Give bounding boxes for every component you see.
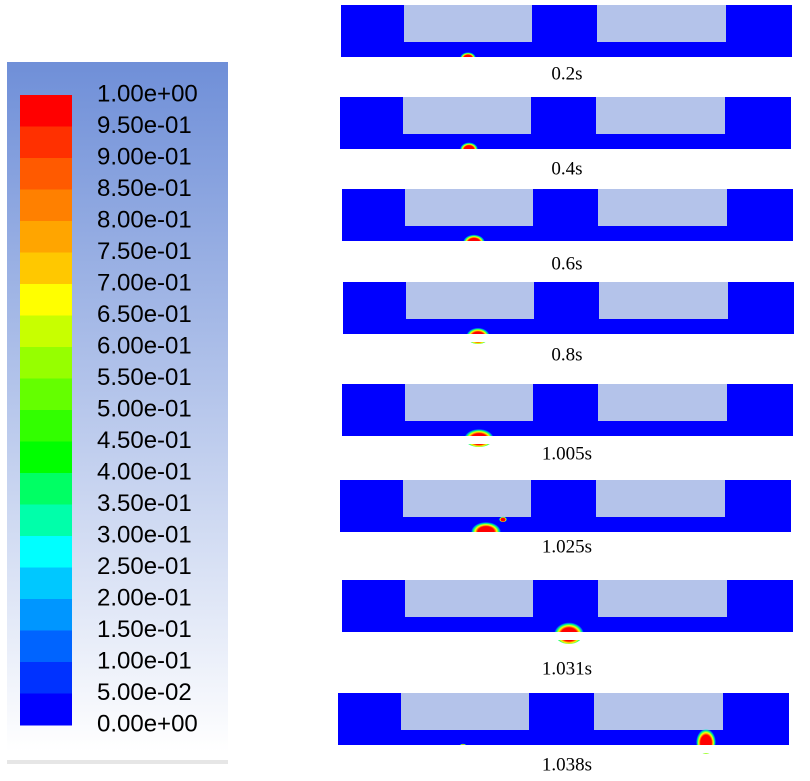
- colorbar-label: 2.00e-01: [97, 584, 192, 611]
- color-swatch: [20, 347, 72, 379]
- frame-caption: 1.031s: [542, 658, 592, 679]
- color-swatch: [20, 252, 72, 285]
- color-swatch: [20, 504, 72, 537]
- colorbar-label: 1.50e-01: [97, 616, 192, 643]
- colorbar-label: 5.50e-01: [97, 364, 192, 391]
- colorbar-label: 5.00e-01: [97, 395, 192, 422]
- frame-caption: 0.2s: [551, 63, 582, 84]
- frame-caption: 1.025s: [542, 536, 592, 557]
- color-swatch: [20, 284, 72, 316]
- solid-block: [598, 580, 727, 617]
- solid-block: [405, 384, 533, 421]
- colorbar-label: 8.00e-01: [97, 206, 192, 233]
- solid-block: [405, 580, 533, 617]
- frame-bottom-mask: [338, 334, 799, 342]
- color-swatch: [20, 158, 72, 190]
- colorbar-label: 1.00e+00: [97, 80, 198, 107]
- frame-bottom-mask: [335, 532, 796, 540]
- colorbar-label: 3.00e-01: [97, 521, 192, 548]
- frame: [337, 384, 798, 447]
- colorbar-label: 6.50e-01: [97, 301, 192, 328]
- frame: [336, 5, 797, 65]
- colorbar-label: 7.00e-01: [97, 269, 192, 296]
- color-swatch: [20, 473, 72, 505]
- solid-block: [406, 282, 534, 319]
- color-swatch: [20, 378, 72, 411]
- frame-bottom-mask: [337, 632, 798, 640]
- frame-caption: 0.6s: [551, 253, 582, 274]
- frame: [338, 282, 799, 344]
- frame-bottom-mask: [337, 436, 798, 444]
- frame: [333, 693, 794, 754]
- color-swatch: [20, 693, 72, 726]
- frame-bottom-mask: [335, 149, 796, 157]
- frame-bottom-mask: [336, 57, 797, 65]
- frame-caption: 1.005s: [542, 443, 592, 464]
- colorbar-label: 2.50e-01: [97, 553, 192, 580]
- colorbar-label: 1.00e-01: [97, 647, 192, 674]
- colorbar-label: 0.00e+00: [97, 710, 198, 737]
- solid-block: [405, 189, 533, 226]
- colorbar-label: 5.00e-02: [97, 679, 192, 706]
- frame: [335, 97, 796, 157]
- droplet: [499, 516, 507, 522]
- color-swatch: [20, 410, 72, 442]
- color-swatch: [20, 95, 72, 127]
- solid-block: [404, 5, 532, 42]
- solid-block: [596, 97, 725, 134]
- colorbar-label: 7.50e-01: [97, 238, 192, 265]
- colorbar-label: 9.00e-01: [97, 143, 192, 170]
- frame-bottom-mask: [333, 745, 794, 753]
- colorbar-label: 6.00e-01: [97, 332, 192, 359]
- color-swatch: [20, 126, 72, 159]
- color-swatch: [20, 662, 72, 694]
- solid-block: [403, 480, 531, 517]
- frame-caption: 0.8s: [551, 344, 582, 365]
- frame: [337, 189, 798, 249]
- solid-block: [598, 189, 727, 226]
- color-swatch: [20, 630, 72, 663]
- solid-block: [401, 693, 529, 730]
- solid-block: [594, 693, 723, 730]
- color-swatch: [20, 536, 72, 568]
- solid-block: [596, 480, 725, 517]
- solid-block: [599, 282, 728, 319]
- color-swatch: [20, 315, 72, 348]
- divider: [7, 760, 228, 764]
- colorbar-label: 9.50e-01: [97, 112, 192, 139]
- frame-caption: 1.038s: [542, 754, 592, 775]
- color-swatch: [20, 599, 72, 631]
- color-swatch: [20, 441, 72, 474]
- solid-block: [598, 384, 727, 421]
- colorbar-label: 8.50e-01: [97, 175, 192, 202]
- solid-block: [597, 5, 726, 42]
- solid-block: [403, 97, 531, 134]
- frame-caption: 0.4s: [551, 158, 582, 179]
- colorbar-label: 4.00e-01: [97, 458, 192, 485]
- colorbar-label: 4.50e-01: [97, 427, 192, 454]
- colorbar-label: 3.50e-01: [97, 490, 192, 517]
- frame-bottom-mask: [337, 241, 798, 249]
- color-swatch: [20, 189, 72, 222]
- color-swatch: [20, 567, 72, 600]
- color-swatch: [20, 221, 72, 253]
- frame: [335, 480, 796, 540]
- frame: [337, 580, 798, 644]
